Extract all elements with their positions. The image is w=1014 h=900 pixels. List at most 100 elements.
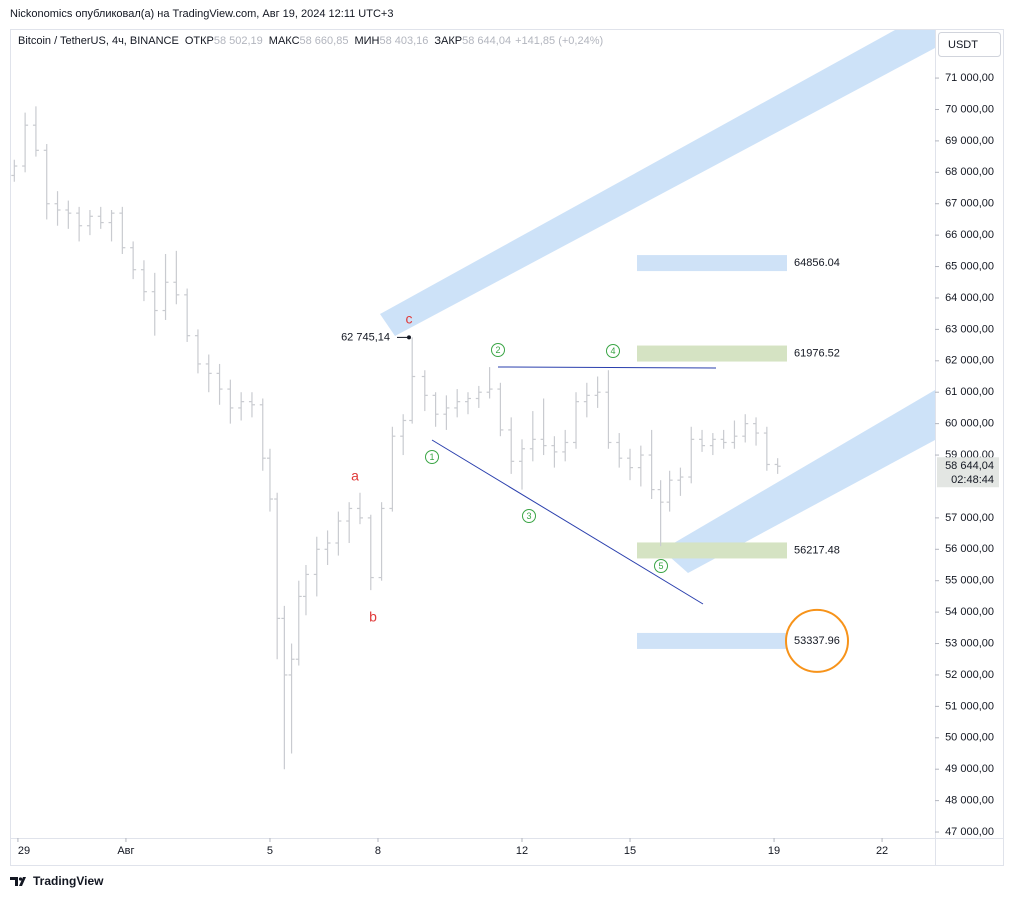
- price-bar: [151, 272, 158, 336]
- legend-value: 58 502,19: [214, 35, 263, 47]
- x-tick-label: 22: [876, 845, 888, 857]
- price-bar: [763, 426, 770, 471]
- price-bar: [108, 210, 115, 242]
- wave-label: a: [351, 468, 359, 484]
- price-bar: [288, 643, 295, 754]
- price-bar: [184, 288, 191, 342]
- price-bar: [637, 445, 644, 487]
- price-bar: [367, 514, 374, 591]
- price-bar: [119, 206, 126, 254]
- legend-name: ОТКР: [185, 35, 214, 47]
- price-bar: [238, 392, 245, 421]
- y-tick-label: 48 000,00: [945, 795, 994, 807]
- currency: USDT: [948, 39, 978, 51]
- y-tick-label: 71 000,00: [945, 72, 994, 84]
- channel-upper: [380, 30, 935, 336]
- count-circle: [654, 559, 668, 573]
- peak-label: 62 745,14: [341, 331, 390, 343]
- count-label: 4: [610, 346, 615, 356]
- price-bar: [551, 436, 558, 468]
- price-bar: [709, 433, 716, 456]
- price-bar: [54, 191, 61, 226]
- price-bar: [130, 241, 137, 280]
- y-tick-label: 64 000,00: [945, 292, 994, 304]
- price-bar: [648, 429, 655, 500]
- footer: TradingView: [33, 874, 104, 888]
- level-label: 61976.52: [794, 347, 840, 359]
- x-tick-label: 29: [18, 845, 30, 857]
- peak-dot: [407, 335, 411, 340]
- price-bar: [519, 439, 526, 490]
- y-tick-label: 69 000,00: [945, 135, 994, 147]
- level-label: 64856.04: [794, 257, 840, 269]
- wave-label: b: [369, 609, 377, 625]
- price-bar: [409, 337, 416, 424]
- last-price-box: [937, 457, 999, 488]
- y-tick-label: 57 000,00: [945, 512, 994, 524]
- count-circle: [606, 344, 620, 358]
- y-tick-label: 60 000,00: [945, 418, 994, 430]
- wave-label: c: [406, 311, 413, 327]
- price-bar: [140, 260, 147, 302]
- price-bar: [266, 448, 273, 512]
- price-bar: [389, 426, 396, 512]
- price-bar: [774, 458, 781, 474]
- footer-logo: [10, 877, 26, 886]
- price-bar: [22, 112, 29, 173]
- currency-box[interactable]: [938, 32, 1001, 57]
- trend-line-lower: [431, 439, 704, 605]
- price-bar: [274, 492, 281, 660]
- price-bar: [742, 414, 749, 443]
- y-tick-label: 62 000,00: [945, 355, 994, 367]
- y-tick-label: 51 000,00: [945, 700, 994, 712]
- y-tick-label: 55 000,00: [945, 575, 994, 587]
- price-bar: [583, 382, 590, 418]
- countdown: 02:48:44: [951, 474, 994, 486]
- x-tick-label: 8: [375, 845, 381, 857]
- legend-name: ЗАКР: [434, 35, 462, 47]
- price-bar: [508, 417, 515, 474]
- y-tick-label: 52 000,00: [945, 669, 994, 681]
- price-bar: [281, 605, 288, 770]
- price-bar: [443, 395, 450, 430]
- count-circle: [522, 509, 536, 523]
- y-tick-label: 68 000,00: [945, 166, 994, 178]
- price-bar: [43, 144, 50, 220]
- legend-name: МИН: [354, 35, 379, 47]
- price-bar: [335, 511, 342, 556]
- price-bar: [205, 354, 212, 393]
- price-bar: [562, 429, 569, 462]
- price-bar: [173, 250, 180, 305]
- price-bar: [65, 200, 72, 229]
- count-label: 5: [658, 561, 663, 571]
- price-bar: [86, 210, 93, 236]
- price-bar: [11, 159, 18, 182]
- level-zone: [637, 345, 787, 362]
- price-bar: [486, 367, 493, 399]
- price-bar: [454, 389, 461, 418]
- legend-name: МАКС: [269, 35, 300, 47]
- price-bar: [677, 467, 684, 496]
- price-bar: [753, 417, 760, 446]
- y-tick-label: 54 000,00: [945, 606, 994, 618]
- legend-value: 58 660,85: [300, 35, 349, 47]
- chart-frame: [10, 29, 1004, 866]
- price-bar: [699, 429, 706, 452]
- price-bar: [421, 370, 428, 412]
- price-bar: [573, 392, 580, 449]
- price-bar: [497, 382, 504, 437]
- price-bar: [720, 429, 727, 449]
- price-bar: [605, 370, 612, 449]
- price-bar: [194, 329, 201, 374]
- x-tick-label: 12: [516, 845, 528, 857]
- level-label: 56217.48: [794, 544, 840, 556]
- price-bar: [378, 502, 385, 581]
- price-bar: [731, 420, 738, 449]
- legend: Bitcoin / TetherUS, 4ч, BINANCE ОТКР58 50…: [18, 35, 603, 47]
- y-tick-label: 67 000,00: [945, 198, 994, 210]
- price-bar: [216, 363, 223, 405]
- x-tick-label: 5: [267, 845, 273, 857]
- price-bar: [666, 470, 673, 512]
